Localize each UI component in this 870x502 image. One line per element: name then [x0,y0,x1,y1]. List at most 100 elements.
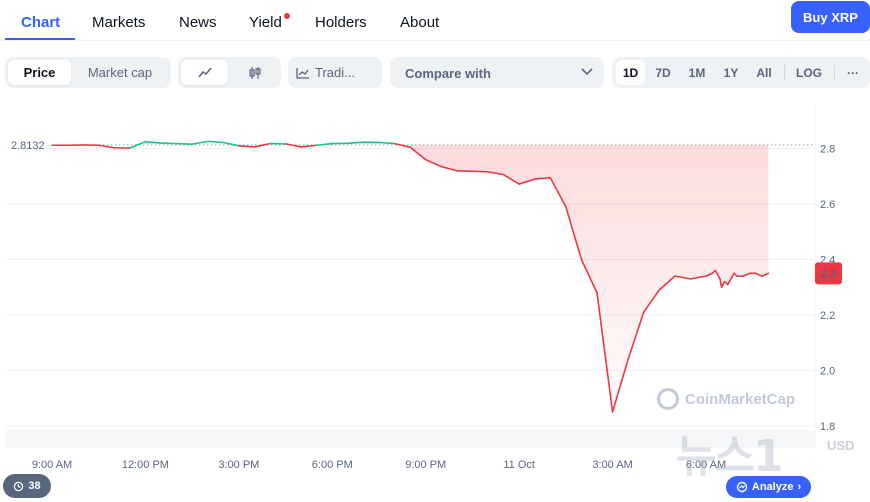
price-line-segment [456,169,474,173]
price-line-segment [596,291,614,413]
volume-band [5,430,815,448]
price-line-segment [378,141,396,145]
price-line-segment [642,289,661,313]
tab-news[interactable]: News [179,14,217,31]
price-line-segment [674,275,692,280]
price-line-segment [705,272,714,277]
price-line-segment [565,206,583,261]
price-line-segment [533,176,552,180]
log-scale-toggle[interactable]: LOG [796,65,822,80]
ai-icon [736,481,748,493]
price-line-segment [502,173,520,185]
top-nav: Chart Markets News Yield Holders About [0,0,870,41]
range-7d[interactable]: 7D [655,65,671,80]
tab-markets[interactable]: Markets [92,14,146,31]
tradingview-button[interactable]: Tradi... [288,57,382,88]
price-line-segment [726,278,732,286]
price-line-segment [206,140,225,144]
price-line-segment [471,170,489,173]
x-tick-label: 6:00 AM [686,459,726,471]
divider [784,65,785,80]
price-line-segment [175,142,193,145]
tab-holders[interactable]: Holders [315,14,367,31]
price-line-segment [627,311,645,361]
y-tick-label: 1.8 [820,421,835,433]
x-tick-label: 3:00 PM [218,459,259,471]
divider [834,65,835,80]
price-line-segment [129,140,147,149]
history-count: 38 [28,480,41,492]
y-tick-label: 2.0 [820,365,835,377]
price-chart-svg: 2.82.62.42.22.01.89:00 AM 12:00 PM 3:00 PM… [5,105,842,471]
y-tick-label: 2.2 [820,310,835,322]
price-marketcap-toggle: Price Market cap [5,57,171,88]
chart-area-icon [296,67,309,79]
history-icon [14,481,24,491]
x-tick-label: 11 Oct [503,459,535,471]
price-line-segment [191,140,209,145]
price-line-segment [755,272,763,277]
tab-about[interactable]: About [400,14,440,31]
range-1y[interactable]: 1Y [723,65,739,80]
tradingview-inner: Tradi... [296,60,376,85]
time-range-selector: 1D 7D 1M 1Y All LOG ··· [612,57,870,88]
compare-with-dropdown[interactable]: Compare with [390,57,604,88]
candlestick-button[interactable] [231,60,278,85]
price-line-segment [742,272,751,277]
price-line-segment [347,141,365,145]
currency-label: USD [827,438,855,453]
price-line-segment [689,275,707,280]
price-line-segment [611,358,629,413]
compare-with-label: Compare with [405,66,491,81]
x-tick-label: 12:00 PM [122,459,169,471]
price-line-segment [253,142,271,148]
range-1d[interactable]: 1D [616,60,645,85]
candlestick-icon [248,66,261,79]
price-line-segment [97,144,116,149]
notification-dot [284,13,290,19]
price-line-segment [144,140,162,144]
tab-yield[interactable]: Yield [249,14,282,31]
price-line-segment [720,280,726,289]
line-chart-icon [197,67,212,77]
price-chart[interactable]: 2.8 2.6 2.4 2.2 2.0 1.8 9:00 AM 12:00 PM 3:00 PM… [0,105,870,502]
range-all[interactable]: All [756,65,772,80]
loss-area [410,144,769,412]
price-button[interactable]: Price [8,60,71,85]
coinmarketcap-watermark: CoinMarketCap [657,388,795,410]
current-price-label: 2.3 [821,268,836,280]
price-line-segment [719,278,723,289]
price-line-segment [393,142,411,148]
price-line-segment [730,272,735,280]
watermark-label: CoinMarketCap [685,390,796,408]
y-tick-label: 2.6 [820,199,835,211]
analyze-button[interactable]: Analyze › [726,476,811,498]
price-line-segment [315,142,334,147]
price-line-segment [424,158,443,168]
tradingview-label: Tradi... [315,65,355,80]
news1-stamp: 뉴스1 [676,431,784,482]
range-1m[interactable]: 1M [688,65,706,80]
price-line-segment [487,171,505,176]
more-options-button[interactable]: ··· [847,65,859,80]
line-chart-button[interactable] [181,60,228,85]
price-line-segment [549,176,567,208]
tab-chart[interactable]: Chart [21,14,61,31]
price-line-segment [409,146,427,161]
price-line-segment [222,141,240,147]
coinmarketcap-logo-icon [657,388,679,410]
price-line-segment [714,269,721,280]
price-line-segment [300,144,318,148]
price-line-segment [440,165,458,172]
x-tick-label: 9:00 PM [405,459,446,471]
buy-xrp-button[interactable]: Buy XRP [791,1,870,33]
market-cap-button[interactable]: Market cap [87,65,153,80]
price-line-segment [761,272,770,277]
active-tab-indicator [5,38,75,40]
chevron-right-icon: › [797,481,802,493]
price-line-segment [580,258,598,294]
price-line-segment [238,145,256,148]
history-badge[interactable]: 38 [3,474,51,498]
price-line-segment [518,178,536,185]
current-price-tag [815,262,842,285]
